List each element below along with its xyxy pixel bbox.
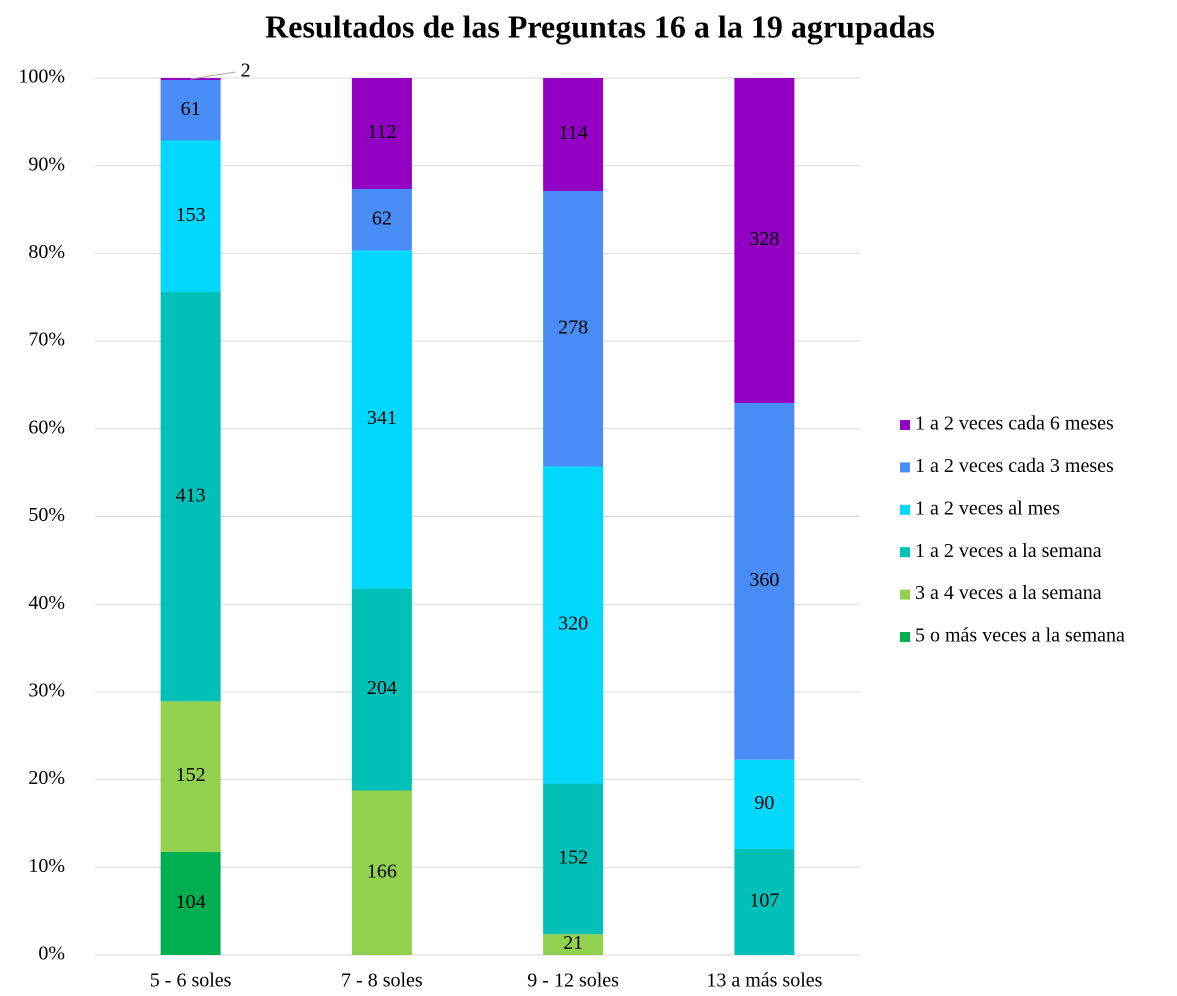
legend-label: 1 a 2 veces al mes bbox=[915, 497, 1060, 519]
legend-swatch bbox=[900, 504, 910, 515]
y-tick-label: 60% bbox=[28, 416, 65, 438]
y-tick-label: 40% bbox=[28, 592, 65, 614]
bar-segment bbox=[543, 190, 604, 467]
data-label: 278 bbox=[558, 316, 588, 338]
legend-swatch bbox=[900, 420, 910, 430]
data-label: 341 bbox=[367, 407, 397, 429]
legend-label: 3 a 4 veces a la semana bbox=[915, 582, 1102, 604]
x-tick-label: 9 - 12 soles bbox=[527, 970, 619, 992]
x-tick-label: 7 - 8 soles bbox=[341, 970, 423, 992]
bar-segment bbox=[160, 701, 221, 852]
y-tick-label: 0% bbox=[38, 943, 65, 965]
data-label: 107 bbox=[749, 890, 779, 912]
data-label: 166 bbox=[367, 860, 397, 882]
legend-swatch bbox=[900, 632, 910, 642]
bar-segment bbox=[543, 783, 604, 935]
legend-label: 1 a 2 veces cada 3 meses bbox=[915, 455, 1114, 477]
bar-segment bbox=[734, 403, 795, 760]
legend-label: 1 a 2 veces a la semana bbox=[915, 540, 1102, 562]
data-label: 61 bbox=[181, 98, 201, 120]
data-label: 112 bbox=[367, 121, 396, 143]
bar-segment bbox=[351, 78, 412, 189]
bar-segment bbox=[351, 250, 412, 589]
data-label: 360 bbox=[749, 569, 779, 591]
bar-segment bbox=[160, 292, 221, 702]
bar-segment bbox=[734, 78, 795, 404]
x-tick-label: 5 - 6 soles bbox=[150, 970, 232, 992]
data-label: 153 bbox=[176, 204, 206, 226]
data-label: 114 bbox=[558, 122, 587, 144]
data-label: 152 bbox=[176, 764, 206, 786]
data-label: 104 bbox=[176, 891, 206, 913]
bar-segment bbox=[160, 140, 221, 293]
bar-segment bbox=[351, 790, 412, 955]
leader-line bbox=[190, 71, 236, 80]
data-label: 204 bbox=[367, 677, 397, 699]
bar-segment bbox=[351, 188, 412, 251]
y-tick-label: 30% bbox=[28, 679, 65, 701]
data-label: 328 bbox=[749, 228, 779, 250]
chart-title: Resultados de las Preguntas 16 a la 19 a… bbox=[265, 8, 935, 44]
y-tick-label: 20% bbox=[28, 767, 65, 789]
legend-swatch bbox=[900, 547, 910, 558]
y-tick-label: 90% bbox=[28, 153, 65, 175]
bar-segment bbox=[160, 79, 221, 141]
bar-segment bbox=[543, 78, 604, 191]
bar-segment bbox=[351, 588, 412, 791]
y-tick-label: 80% bbox=[28, 241, 65, 263]
bar-segment bbox=[543, 466, 604, 784]
data-label: 2 bbox=[241, 60, 251, 82]
legend-swatch bbox=[900, 589, 910, 600]
data-label: 21 bbox=[563, 932, 583, 954]
data-label: 413 bbox=[176, 484, 206, 506]
y-tick-label: 70% bbox=[28, 329, 65, 351]
legend-swatch bbox=[900, 462, 910, 473]
y-tick-label: 50% bbox=[28, 504, 65, 526]
bar-segment bbox=[160, 851, 221, 955]
legend-label: 5 o más veces a la semana bbox=[915, 625, 1125, 647]
legend-label: 1 a 2 veces cada 6 meses bbox=[915, 413, 1114, 435]
y-tick-label: 10% bbox=[28, 855, 65, 877]
data-label: 152 bbox=[558, 846, 588, 868]
y-tick-label: 100% bbox=[18, 66, 65, 88]
data-label: 320 bbox=[558, 613, 588, 635]
bar-segment bbox=[734, 759, 795, 849]
x-tick-label: 13 a más soles bbox=[706, 970, 822, 992]
data-label: 62 bbox=[372, 207, 392, 229]
bar-segment bbox=[543, 934, 604, 955]
bar-segment bbox=[734, 848, 795, 955]
data-label: 90 bbox=[754, 792, 774, 814]
